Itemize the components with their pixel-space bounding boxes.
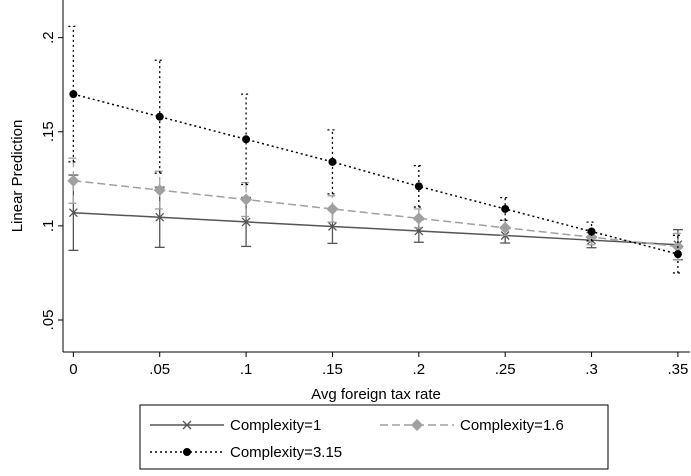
marker <box>327 221 337 231</box>
marker <box>326 202 339 215</box>
y-tick-label: .15 <box>40 121 57 142</box>
marker <box>153 184 166 197</box>
legend-box <box>139 404 609 470</box>
legend-marker <box>183 448 191 456</box>
marker <box>155 112 164 121</box>
legend-label: Complexity=1.6 <box>460 417 564 434</box>
x-tick-label: .15 <box>322 361 343 378</box>
y-tick-label: .1 <box>40 220 57 233</box>
marker <box>240 193 253 206</box>
x-tick-label: .05 <box>149 361 170 378</box>
series-line <box>73 179 678 248</box>
marker <box>242 135 251 144</box>
x-tick-label: .3 <box>585 361 598 378</box>
marker <box>501 204 510 213</box>
x-tick-label: .35 <box>667 361 688 378</box>
x-tick-label: .2 <box>413 361 426 378</box>
series-line <box>73 211 678 246</box>
marker <box>328 157 337 166</box>
legend-marker <box>411 419 423 431</box>
marker <box>499 221 512 234</box>
x-tick-label: 0 <box>69 361 77 378</box>
marker <box>673 250 682 259</box>
marker <box>68 208 78 218</box>
y-tick-label: .2 <box>40 31 57 44</box>
marker <box>587 227 596 236</box>
y-axis-label: Linear Prediction <box>9 120 26 233</box>
marker <box>412 212 425 225</box>
legend-marker <box>182 420 192 430</box>
legend-label: Complexity=3.15 <box>230 444 342 461</box>
marker <box>585 231 598 244</box>
marker <box>69 90 78 99</box>
x-tick-label: .1 <box>240 361 253 378</box>
marker <box>241 217 251 227</box>
legend-label: Complexity=1 <box>230 417 321 434</box>
marker <box>414 182 423 191</box>
x-axis-label: Avg foreign tax rate <box>311 386 441 403</box>
y-tick-label: .05 <box>40 310 57 331</box>
x-tick-label: .25 <box>495 361 516 378</box>
marker <box>155 212 165 222</box>
marker <box>67 174 80 187</box>
series-line <box>73 93 679 255</box>
